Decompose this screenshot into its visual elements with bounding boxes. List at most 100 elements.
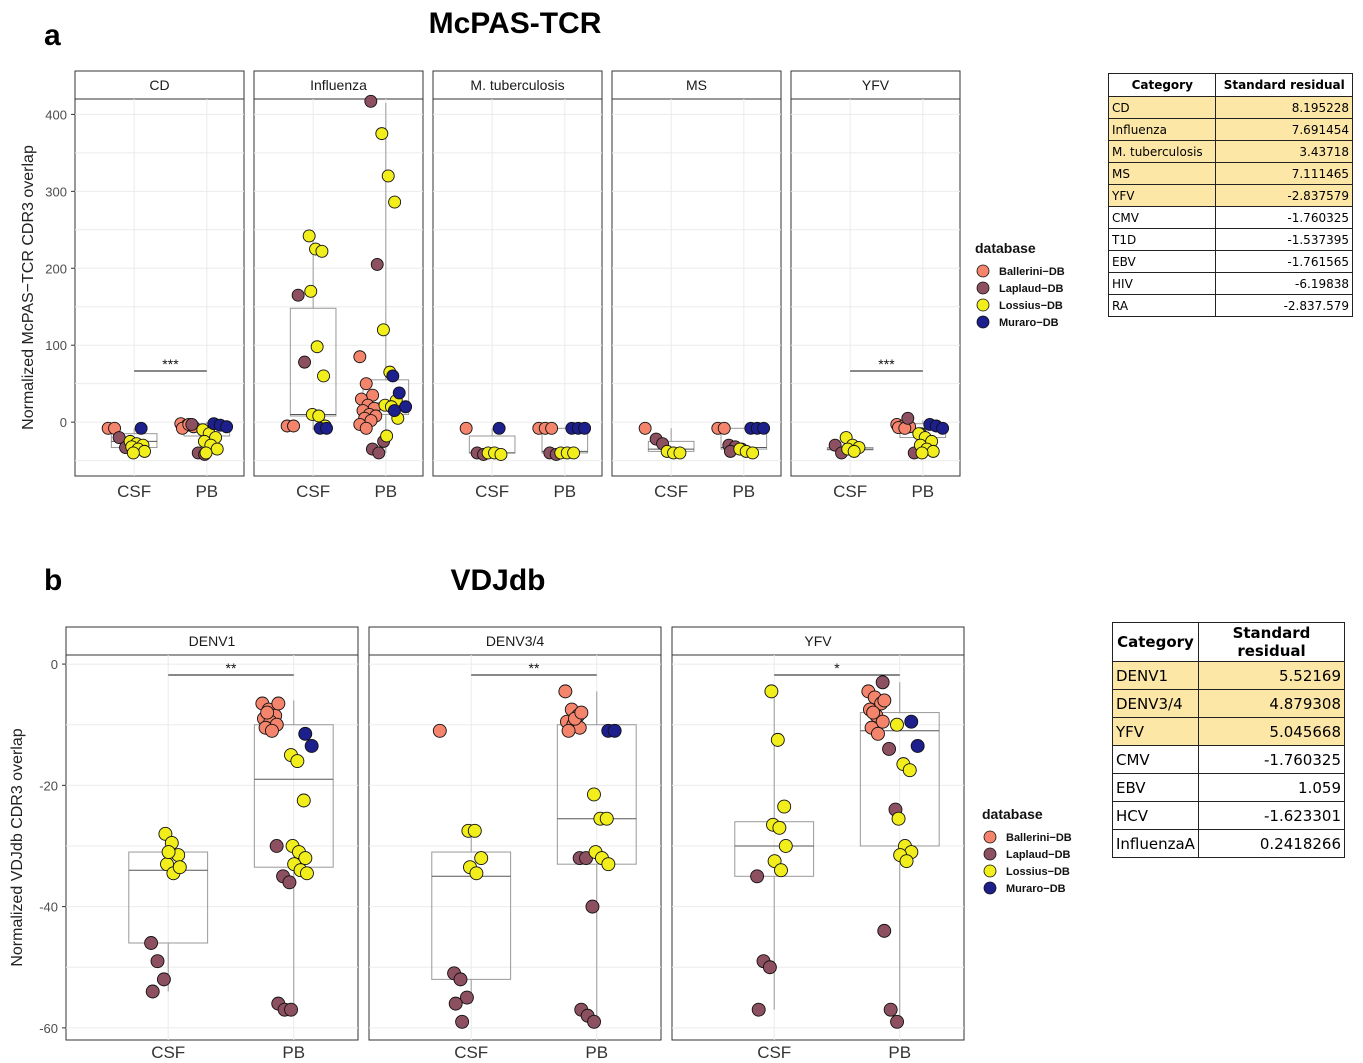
x-tick-label: PB (374, 482, 397, 501)
data-point-lossius-db (899, 854, 914, 869)
data-point-laplaud-db (269, 839, 284, 853)
facet-panel (65, 654, 359, 1041)
data-point-lossius-db (567, 446, 581, 460)
category-cell: EBV (1112, 773, 1199, 802)
category-cell: YFV (1112, 717, 1199, 746)
data-point-lossius-db (777, 799, 792, 814)
legend-entry: Laplaud−DB (1006, 849, 1071, 861)
data-point-ballerini-db (717, 421, 731, 435)
y-tick-label: -40 (39, 900, 58, 915)
x-tick-label: PB (888, 1043, 911, 1062)
data-point-laplaud-db (156, 972, 171, 987)
category-cell: InfluenzaA (1112, 829, 1199, 858)
significance-label: ** (226, 660, 237, 676)
data-point-ballerini-db (574, 705, 589, 720)
panel-b-title: VDJdb (450, 564, 545, 597)
data-point-lossius-db (381, 169, 395, 183)
data-point-lossius-db (210, 442, 224, 456)
column-header: Category (1112, 622, 1199, 662)
table-row: DENV1 5.52169 (1112, 661, 1346, 690)
residual-cell: 7.111465 (1215, 162, 1353, 185)
facet-label: DENV1 (189, 633, 236, 649)
x-tick-label: PB (585, 1043, 608, 1062)
facet-strip (253, 70, 424, 100)
facet-label: YFV (804, 633, 832, 649)
table-row: CMV -1.760325 (1107, 206, 1353, 229)
legend-entry: Muraro−DB (999, 317, 1059, 329)
data-point-lossius-db (388, 195, 402, 209)
data-point-laplaud-db (455, 1014, 470, 1029)
data-point-muraro-db (387, 404, 401, 418)
facet-yfv: YFV CSF PB *** (790, 70, 961, 501)
legend-swatch (976, 315, 990, 329)
data-point-muraro-db (386, 369, 400, 383)
vdjdb-facet-plot: Normalized VDJdb CDR3 overlap 0 -20 -40 -60 D… (9, 626, 1072, 1062)
facet-label: CD (149, 77, 169, 93)
facet-strip (74, 70, 245, 100)
data-point-lossius-db (778, 839, 793, 853)
y-tick-label: -20 (39, 778, 58, 793)
data-point-lossius-db (474, 851, 489, 866)
data-point-lossius-db (380, 429, 394, 443)
legend-title: database (975, 240, 1036, 256)
table-row: YFV 5.045668 (1112, 717, 1346, 746)
data-point-laplaud-db (364, 94, 378, 108)
category-cell: MS (1107, 162, 1217, 185)
data-point-ballerini-db (459, 421, 473, 435)
x-tick-label: PB (195, 482, 218, 501)
x-tick-label: CSF (151, 1043, 185, 1062)
legend-swatch (983, 830, 997, 844)
residual-cell: -1.760325 (1215, 206, 1353, 229)
x-tick-label: PB (553, 482, 576, 501)
data-point-ballerini-db (287, 419, 300, 433)
y-tick-label: 400 (45, 107, 67, 122)
y-tick-label: 100 (45, 338, 67, 353)
table-row: EBV -1.761565 (1107, 250, 1353, 273)
data-point-lossius-db (746, 446, 760, 460)
data-point-laplaud-db (291, 288, 305, 302)
column-header: Category (1107, 73, 1217, 97)
mcpas-facet-plot: Normalized McPAS−TCR CDR3 overlap 0 100 200… (20, 70, 1065, 501)
data-point-ballerini-db (359, 377, 373, 391)
data-point-lossius-db (296, 793, 311, 808)
residual-cell: 8.195228 (1215, 96, 1353, 119)
data-point-ballerini-db (353, 350, 367, 364)
legend-swatch (976, 298, 990, 312)
table-row: CD 8.195228 (1107, 96, 1353, 119)
data-point-lossius-db (467, 823, 482, 838)
legend-entry: Ballerini−DB (1006, 832, 1072, 844)
y-tick-label: 0 (51, 657, 58, 672)
y-tick-label: 200 (45, 261, 67, 276)
table-row: HCV -1.623301 (1112, 801, 1346, 830)
legend-swatch (983, 847, 997, 861)
data-point-muraro-db (904, 714, 919, 729)
category-cell: CMV (1112, 745, 1199, 774)
facet-strip (790, 70, 961, 100)
residual-cell: 4.879308 (1197, 689, 1346, 718)
data-point-lossius-db (312, 409, 326, 423)
legend-entry: Lossius−DB (1006, 866, 1070, 878)
significance-label: ** (529, 660, 540, 676)
table-row: YFV -2.837579 (1107, 184, 1353, 207)
data-point-lossius-db (161, 845, 176, 859)
data-point-muraro-db (607, 723, 622, 738)
data-point-laplaud-db (453, 972, 468, 987)
data-point-ballerini-db (265, 723, 279, 738)
y-axis-label: Normalized VDJdb CDR3 overlap (9, 728, 26, 966)
data-point-laplaud-db (298, 355, 311, 369)
data-point-lossius-db (770, 732, 785, 747)
category-cell: RA (1107, 294, 1217, 317)
data-point-lossius-db (300, 866, 314, 881)
data-point-lossius-db (902, 763, 917, 778)
table-row: HIV -6.19838 (1107, 272, 1353, 295)
data-point-muraro-db (320, 421, 333, 435)
legend-title: database (982, 806, 1043, 822)
facet-panel (74, 98, 245, 477)
facet-strip (432, 70, 603, 100)
data-point-muraro-db (304, 738, 319, 753)
facet-panel (611, 98, 782, 477)
data-point-ballerini-db (545, 421, 559, 435)
data-point-laplaud-db (459, 990, 474, 1005)
data-point-ballerini-db (561, 723, 576, 738)
x-tick-label: CSF (757, 1043, 791, 1062)
